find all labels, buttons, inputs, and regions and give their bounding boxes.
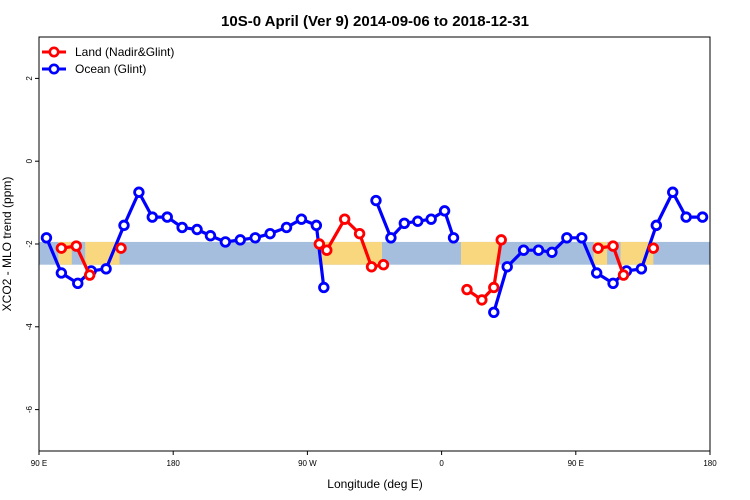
land-point [647, 242, 660, 254]
x-tick-label: 180 [703, 459, 717, 468]
ocean-point [55, 267, 68, 279]
ocean-point [635, 263, 648, 275]
legend-ocean-marker [48, 63, 60, 75]
ocean-point [249, 232, 261, 244]
ocean-point [310, 219, 323, 232]
ocean-point [176, 221, 188, 234]
ocean-point [280, 221, 293, 234]
land-point [592, 242, 604, 254]
land-band-segment [320, 241, 382, 265]
ocean-point [370, 194, 382, 207]
land-point [365, 261, 378, 273]
ocean-point [118, 219, 130, 232]
x-tick-label: 90 W [298, 459, 317, 468]
ocean-point [264, 227, 276, 240]
legend-land-label: Land (Nadir&Glint) [75, 45, 174, 59]
y-axis-title: XCO2 - MLO trend (ppm) [0, 177, 14, 312]
ocean-point [72, 277, 84, 290]
ocean-point [425, 213, 437, 225]
axes: 90 E 180 90 W 0 90 E 180 2 0 -2 -4 -6 [25, 76, 717, 468]
ocean-point [650, 219, 663, 232]
ocean-point [219, 236, 232, 248]
land-point [55, 242, 68, 254]
ocean-point [546, 246, 558, 258]
ocean-point [696, 211, 709, 223]
y-tick-label: 0 [25, 158, 34, 163]
ocean-point [398, 217, 411, 230]
ocean-point [438, 205, 451, 217]
ocean-point [488, 306, 500, 319]
ocean-point [412, 215, 424, 227]
legend-ocean-label: Ocean (Glint) [75, 62, 146, 76]
land-band-segment [460, 241, 499, 265]
land-point [488, 281, 500, 294]
land-point [338, 213, 351, 225]
ocean-point [204, 230, 217, 242]
ocean-point [100, 263, 112, 275]
land-point [495, 234, 507, 246]
land-point [115, 242, 127, 254]
ocean-point [295, 213, 308, 225]
ocean-point [680, 211, 692, 223]
land-point [461, 283, 473, 296]
ocean-point [318, 281, 330, 294]
ocean-point [532, 244, 545, 256]
ocean-point [576, 232, 588, 244]
ocean-point [517, 244, 530, 256]
ocean-point [146, 211, 159, 223]
x-axis-title: Longitude (deg E) [327, 477, 422, 491]
chart-title: 10S-0 April (Ver 9) 2014-09-06 to 2018-1… [221, 13, 529, 30]
land-point [313, 238, 326, 250]
ocean-point [590, 267, 603, 279]
land-point [476, 294, 488, 306]
ocean-point [385, 232, 397, 244]
land-point [321, 244, 333, 256]
ocean-point [234, 234, 247, 246]
ocean-point [133, 186, 145, 198]
ocean-point [501, 261, 513, 273]
legend: Land (Nadir&Glint) Ocean (Glint) [42, 45, 174, 76]
x-tick-label: 0 [439, 459, 444, 468]
y-tick-label: -2 [25, 240, 34, 248]
ocean-point [40, 232, 53, 244]
land-point [70, 240, 82, 252]
land-point [607, 240, 619, 252]
series-layer [40, 186, 709, 319]
ocean-point [191, 223, 203, 236]
legend-land-marker [48, 46, 60, 58]
ocean-point [161, 211, 173, 223]
land-point [617, 269, 630, 281]
y-tick-label: -4 [25, 323, 34, 331]
y-tick-label: -6 [25, 405, 34, 413]
land-point [353, 227, 366, 240]
land-point [377, 259, 390, 271]
ocean-point [447, 232, 460, 244]
ocean-point [561, 232, 573, 244]
land-point [83, 269, 96, 281]
ocean-point [667, 186, 679, 198]
x-tick-label: 90 E [568, 459, 584, 468]
land-series-line [466, 239, 503, 302]
y-tick-label: 2 [25, 76, 34, 81]
x-tick-label: 90 E [31, 459, 47, 468]
ocean-point [607, 277, 619, 290]
x-tick-label: 180 [167, 459, 181, 468]
